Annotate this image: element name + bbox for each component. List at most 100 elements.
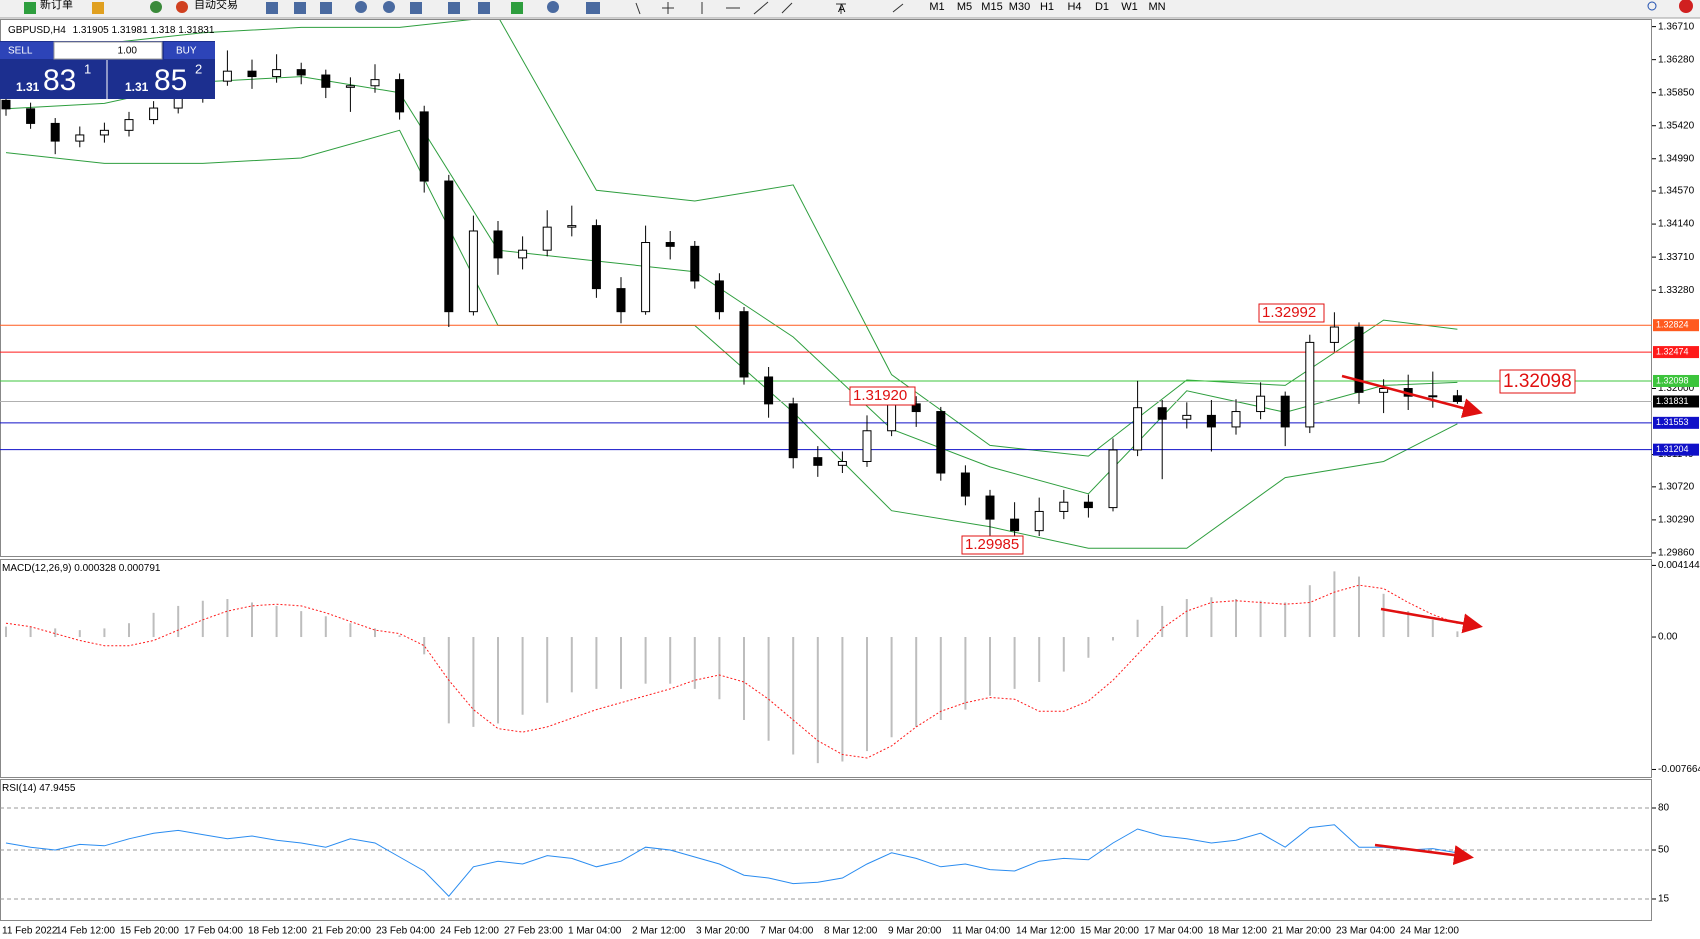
- bid-prefix[interactable]: 1.31: [16, 80, 40, 94]
- candle-body: [788, 403, 798, 459]
- y-tick-label: 1.32000: [1658, 383, 1695, 394]
- bid-small[interactable]: 1: [84, 61, 91, 76]
- tool-icon[interactable]: [547, 1, 559, 13]
- candle-body: [419, 111, 429, 182]
- level-tag-label: 1.32824: [1656, 320, 1689, 330]
- tool-icon[interactable]: [586, 2, 600, 14]
- timeframe-button[interactable]: W1: [1121, 1, 1138, 13]
- candle-body: [1157, 407, 1167, 420]
- tool-icon[interactable]: [150, 1, 162, 13]
- candle-body: [567, 225, 577, 228]
- ask-small[interactable]: 2: [195, 61, 202, 76]
- y-tick-label: 1.34570: [1658, 186, 1695, 197]
- y-tick-label: 0.004144: [1658, 560, 1700, 571]
- candle-body: [542, 226, 552, 251]
- x-tick-label: 11 Feb 2022: [2, 926, 58, 937]
- bollinger-lower: [5, 129, 1458, 549]
- candle-body: [518, 249, 528, 259]
- tool-icon[interactable]: [410, 2, 422, 14]
- x-tick-label: 23 Feb 04:00: [376, 926, 435, 937]
- trend-arrow: [1341, 374, 1483, 418]
- auto-trade-button[interactable]: 自动交易: [194, 0, 238, 11]
- ask-prefix[interactable]: 1.31: [125, 80, 149, 94]
- y-tick-label: 1.35850: [1658, 87, 1695, 98]
- search-icon[interactable]: [1647, 1, 1657, 11]
- new-order-icon[interactable]: [24, 2, 36, 14]
- text-tool[interactable]: [836, 3, 846, 14]
- symbol: GBPUSD,H4: [8, 25, 66, 36]
- sell-label[interactable]: SELL: [8, 46, 33, 57]
- tool-icon[interactable]: [448, 2, 460, 14]
- y-tick-label: 15: [1658, 894, 1670, 905]
- buy-button[interactable]: [164, 42, 215, 59]
- tool-icon[interactable]: [266, 2, 278, 14]
- candle-body: [1133, 407, 1143, 451]
- auto-trade-icon[interactable]: [176, 1, 188, 13]
- level-tag: [1653, 346, 1699, 359]
- x-tick-label: 3 Mar 20:00: [696, 926, 750, 937]
- timeframe-button[interactable]: H1: [1040, 1, 1054, 13]
- trend-tool[interactable]: [753, 1, 769, 15]
- new-order-button[interactable]: 新订单: [40, 0, 73, 11]
- price-note-box: [849, 386, 916, 406]
- timeframe-button[interactable]: M5: [957, 1, 972, 13]
- tool-icon[interactable]: [320, 2, 332, 14]
- y-tick-label: 0.00: [1658, 632, 1678, 643]
- macd-value: 0.000328: [74, 563, 116, 574]
- candle-body: [149, 107, 159, 121]
- alert-icon[interactable]: [1679, 0, 1693, 13]
- y-tick-label: 1.30290: [1658, 515, 1695, 526]
- tool-icon[interactable]: [511, 2, 523, 14]
- candle-body: [1256, 395, 1266, 413]
- cursor-tool[interactable]: [635, 2, 641, 15]
- x-tick-label: 15 Feb 20:00: [120, 926, 179, 937]
- candle-body: [296, 69, 306, 76]
- candle-body: [887, 403, 897, 432]
- timeframe-button[interactable]: M30: [1009, 1, 1030, 13]
- timeframe-button[interactable]: D1: [1095, 1, 1109, 13]
- price-note-box: [1258, 303, 1325, 323]
- zoom-out[interactable]: [383, 1, 395, 13]
- lots-value[interactable]: 1.00: [118, 46, 138, 57]
- tool-icon[interactable]: [294, 2, 306, 14]
- bid-big[interactable]: 83: [43, 64, 76, 97]
- level-tag-label: 1.32098: [1656, 375, 1689, 385]
- candle-body: [370, 79, 380, 87]
- x-tick-label: 17 Feb 04:00: [184, 926, 243, 937]
- x-tick-label: 1 Mar 04:00: [568, 926, 622, 937]
- timeframe-button[interactable]: MN: [1148, 1, 1165, 13]
- timeframe-button[interactable]: M1: [929, 1, 944, 13]
- arrow-tool[interactable]: [892, 3, 904, 13]
- ask-big[interactable]: 85: [154, 64, 187, 97]
- x-tick-label: 27 Feb 23:00: [504, 926, 563, 937]
- toolbar-icons: [266, 1, 600, 14]
- timeframe-button[interactable]: M15: [981, 1, 1002, 13]
- text-a[interactable]: A: [838, 3, 846, 15]
- zoom-in[interactable]: [355, 1, 367, 13]
- crosshair-tool[interactable]: [662, 2, 674, 14]
- y-tick-label: 80: [1658, 803, 1670, 814]
- candle-body: [1379, 388, 1389, 393]
- sell-button[interactable]: [0, 42, 54, 59]
- y-tick-label: 1.34140: [1658, 219, 1695, 230]
- x-tick-label: 21 Feb 20:00: [312, 926, 371, 937]
- candle-body: [591, 225, 601, 290]
- buy-label[interactable]: BUY: [176, 46, 197, 57]
- macd-title: MACD(12,26,9) 0.000328 0.000791: [2, 563, 161, 574]
- candle-body: [1280, 395, 1290, 428]
- candle-body: [936, 411, 946, 474]
- candle-body: [837, 460, 847, 466]
- last-low: 1.318: [150, 25, 175, 36]
- y-tick-label: 1.29860: [1658, 548, 1695, 559]
- indicator-name: RSI(14): [2, 783, 36, 794]
- x-tick-label: 7 Mar 04:00: [760, 926, 814, 937]
- fib-tool[interactable]: [781, 2, 793, 14]
- macd-plot: [5, 571, 1459, 764]
- lots-input[interactable]: [53, 41, 163, 60]
- candle-body: [616, 288, 626, 313]
- candle-body: [75, 134, 85, 142]
- timeframe-button[interactable]: H4: [1067, 1, 1081, 13]
- tool-icon[interactable]: [478, 2, 490, 14]
- tool-icon[interactable]: [92, 2, 104, 14]
